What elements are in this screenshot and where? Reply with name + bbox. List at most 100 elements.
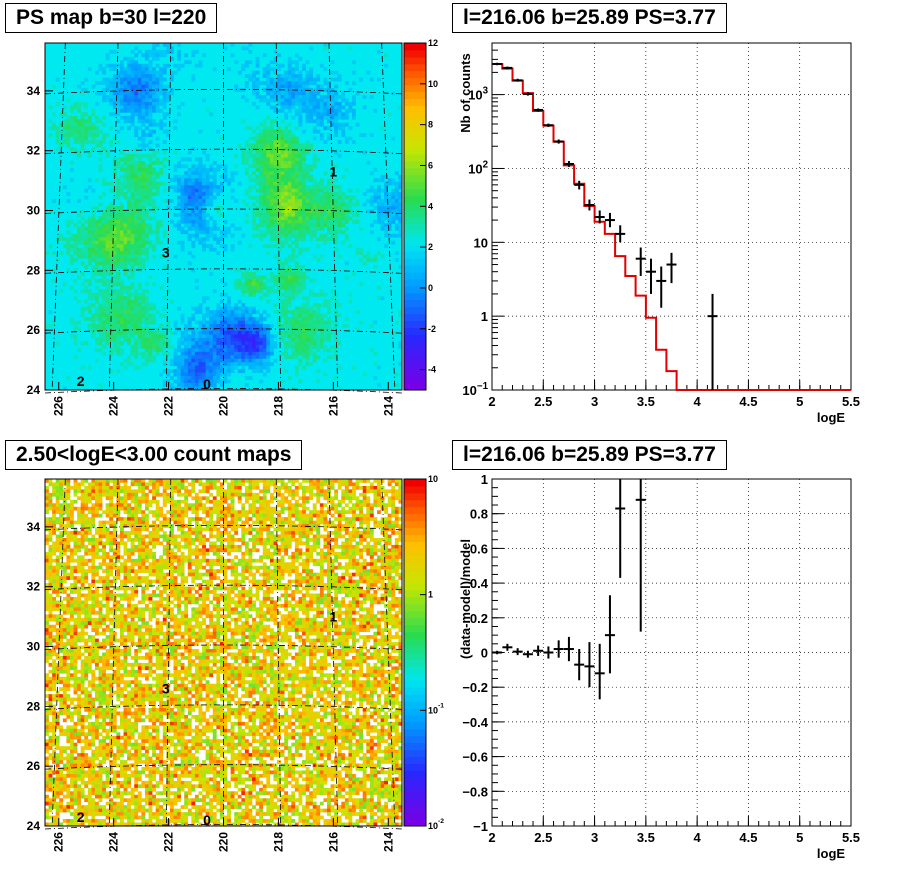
map-cell	[134, 324, 139, 328]
map-cell	[109, 143, 114, 148]
map-cell	[291, 91, 296, 96]
map-cell	[273, 244, 278, 249]
map-cell	[62, 119, 67, 124]
map-cell	[387, 496, 392, 501]
map-cell	[198, 479, 203, 483]
map-cell	[337, 115, 342, 120]
map-cell	[234, 358, 239, 363]
map-cell	[112, 77, 117, 82]
map-cell	[266, 344, 271, 349]
map-cell	[384, 489, 389, 494]
map-cell	[130, 223, 135, 228]
map-cell	[216, 320, 221, 325]
map-cell	[305, 351, 310, 356]
map-cell	[62, 112, 67, 117]
map-cell	[287, 171, 292, 176]
map-cell	[98, 492, 103, 497]
map-cell	[269, 140, 274, 144]
map-cell	[80, 129, 85, 134]
map-cell	[212, 369, 217, 373]
map-cell	[298, 81, 303, 85]
map-cell	[180, 386, 185, 391]
map-cell	[137, 206, 142, 210]
map-cell	[305, 101, 310, 106]
map-cell	[127, 56, 131, 61]
map-cell	[323, 199, 328, 203]
map-cell	[334, 115, 339, 120]
colorbar-step	[404, 167, 426, 176]
map-cell	[262, 482, 267, 487]
map-cell	[266, 348, 271, 353]
map-cell	[205, 496, 210, 501]
map-cell	[141, 216, 146, 221]
map-cell	[309, 223, 314, 228]
map-cell	[323, 324, 328, 328]
map-cell	[394, 489, 399, 494]
map-cell	[59, 251, 64, 255]
map-cell	[305, 230, 310, 235]
map-cell	[309, 313, 314, 318]
map-cell	[302, 327, 306, 332]
map-cell	[237, 331, 242, 335]
map-cell	[302, 265, 306, 269]
map-cell	[202, 496, 206, 501]
map-cell	[155, 479, 160, 483]
map-cell	[327, 506, 331, 511]
map-cell	[212, 344, 217, 349]
map-cell	[291, 289, 296, 294]
map-cell	[45, 510, 49, 514]
map-cell	[302, 95, 306, 99]
map-cell	[255, 195, 260, 200]
map-cell	[330, 164, 335, 169]
map-cell	[302, 489, 306, 494]
map-cell	[105, 206, 110, 210]
map-cell	[348, 202, 353, 207]
map-cell	[80, 254, 85, 259]
map-cell	[123, 237, 128, 242]
map-cell	[294, 195, 299, 200]
map-cell	[141, 178, 146, 183]
map-cell	[73, 147, 78, 151]
map-cell	[302, 213, 306, 217]
map-cell	[248, 178, 253, 183]
map-cell	[330, 233, 335, 238]
map-cell	[291, 386, 296, 391]
map-cell	[280, 108, 285, 113]
map-cell	[269, 492, 274, 497]
map-cell	[148, 133, 153, 137]
map-cell	[280, 181, 285, 186]
map-cell	[302, 178, 306, 183]
map-cell	[148, 226, 153, 231]
map-cell	[230, 499, 235, 504]
map-cell	[302, 195, 306, 200]
map-cell	[302, 199, 306, 203]
colorbar-step	[404, 265, 426, 273]
map-cell	[134, 258, 139, 262]
map-cell	[330, 105, 335, 110]
map-cell	[116, 230, 121, 235]
map-cell	[334, 105, 339, 110]
map-cell	[137, 157, 142, 162]
map-cell	[330, 479, 335, 483]
map-cell	[309, 324, 314, 328]
map-cell	[127, 306, 131, 311]
map-cell	[316, 101, 321, 106]
map-cell	[302, 223, 306, 228]
map-cell	[334, 237, 339, 242]
map-cell	[323, 140, 328, 144]
map-cell	[102, 289, 106, 294]
map-cell	[144, 77, 149, 82]
map-cell	[202, 230, 206, 235]
map-cell	[77, 327, 81, 332]
map-cell	[191, 171, 196, 176]
map-cell	[162, 140, 167, 144]
map-cell	[284, 213, 289, 217]
map-cell	[366, 496, 371, 501]
map-cell	[148, 74, 153, 78]
map-cell	[205, 344, 210, 349]
map-cell	[198, 344, 203, 349]
map-cell	[259, 324, 264, 328]
map-cell	[227, 303, 231, 308]
map-cell	[130, 171, 135, 176]
map-cell	[252, 506, 256, 511]
